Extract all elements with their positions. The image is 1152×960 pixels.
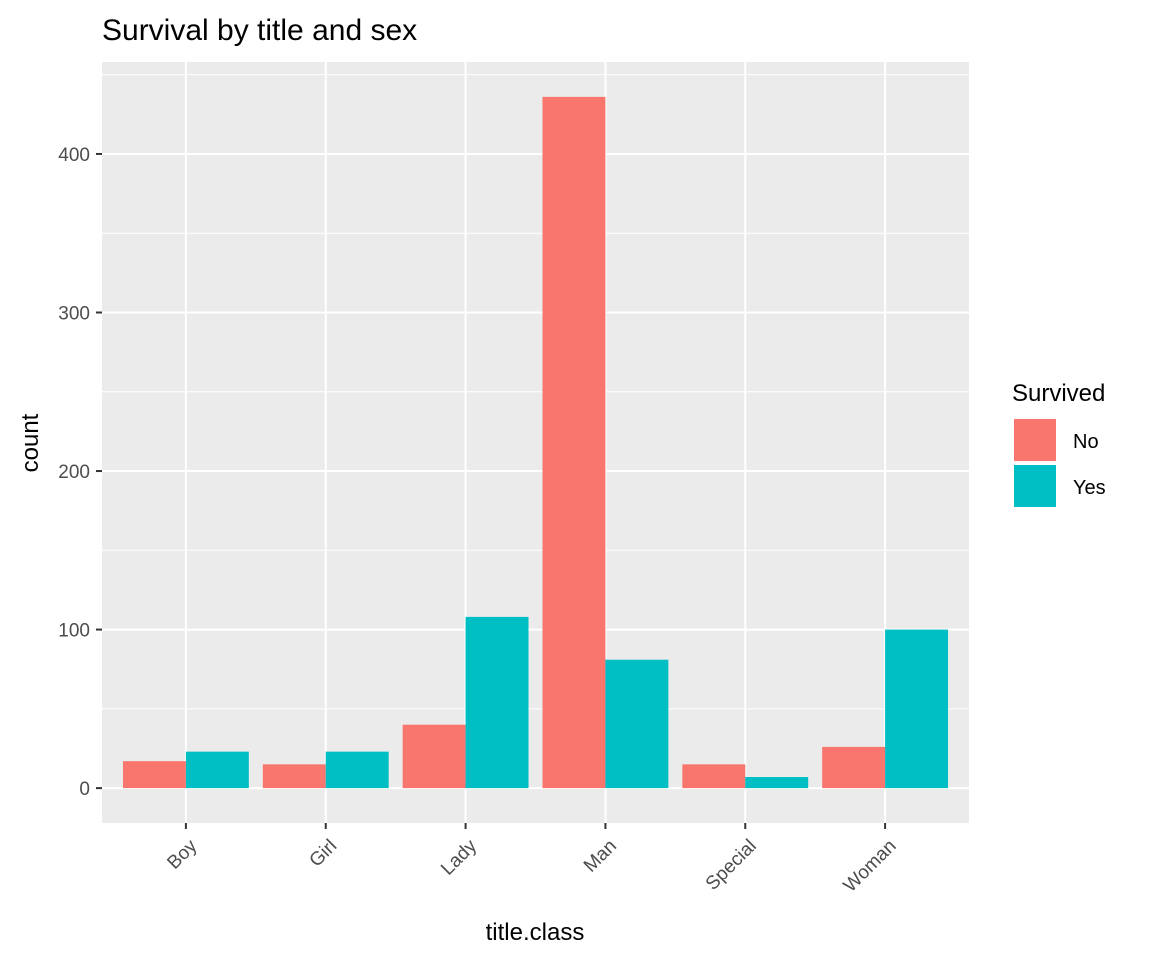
x-tick-label: Man [580, 836, 621, 877]
legend-key-yes [1014, 465, 1056, 507]
bar-woman-yes [885, 629, 949, 789]
x-tick-label: Lady [437, 835, 481, 879]
x-tick-label: Special [702, 836, 761, 895]
legend-title: Survived [1012, 380, 1105, 407]
y-tick-label: 300 [58, 303, 90, 324]
y-tick-label: 100 [58, 621, 90, 642]
legend-label-no: No [1073, 431, 1099, 453]
y-tick-label: 200 [58, 462, 90, 483]
bar-special-no [682, 764, 746, 789]
x-tick-label: Boy [163, 835, 201, 873]
bar-special-yes [745, 777, 809, 789]
legend-key-no [1014, 419, 1056, 461]
bar-man-no [542, 96, 606, 789]
bar-boy-no [122, 761, 186, 789]
bar-lady-no [402, 724, 466, 789]
y-axis: 0 100 200 300 400 [58, 145, 102, 800]
bar-girl-no [262, 764, 326, 789]
bars [122, 96, 949, 789]
bar-man-yes [605, 659, 669, 789]
y-tick-label: 400 [58, 145, 90, 166]
x-tick-label: Woman [840, 836, 901, 897]
plot-panel [102, 62, 969, 823]
legend-label-yes: Yes [1073, 477, 1106, 499]
chart-title: Survival by title and sex [102, 14, 417, 47]
bar-woman-no [822, 746, 886, 789]
y-tick-label: 0 [79, 779, 90, 800]
legend: Survived No Yes [1012, 380, 1106, 507]
x-axis-title: title.class [486, 919, 585, 946]
bar-boy-yes [185, 751, 249, 789]
x-axis: Boy Girl Lady Man Special Woman [163, 823, 901, 897]
y-axis-title: count [17, 413, 44, 472]
bar-girl-yes [325, 751, 389, 789]
x-tick-label: Girl [306, 836, 342, 872]
bar-lady-yes [465, 616, 529, 789]
